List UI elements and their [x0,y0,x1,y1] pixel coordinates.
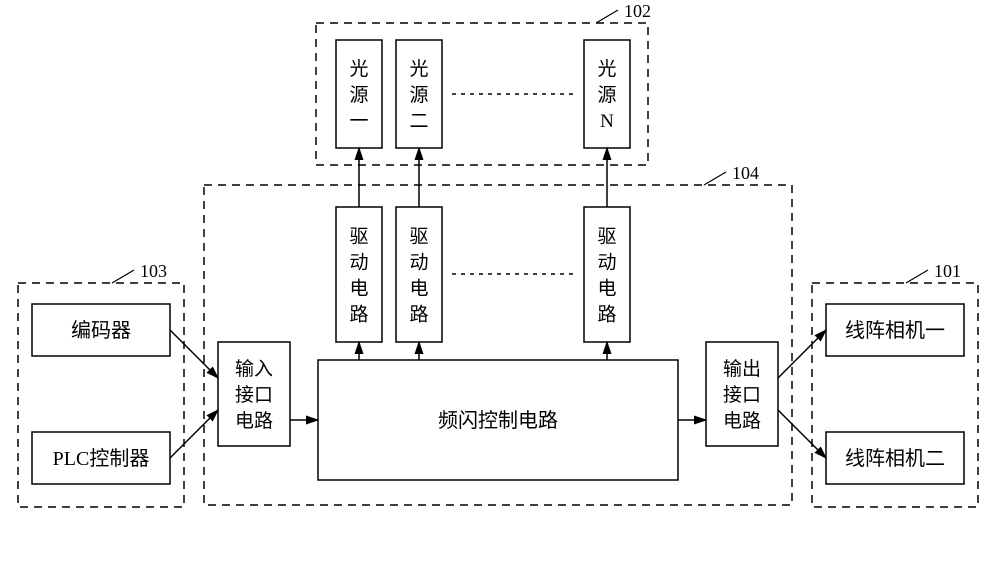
light-2-label: 源 [409,84,428,106]
input-interface-label: 输入 [235,358,273,380]
driver-2-label: 动 [409,252,428,274]
ref-leader-102 [596,10,618,23]
encoder-box-label: 编码器 [71,319,131,342]
ref-leader-104 [704,172,726,185]
arrow-out_to_c1 [778,330,826,378]
ref-number-102: 102 [624,1,651,21]
driver-1-label: 驱 [349,226,368,248]
driver-n-label: 驱 [597,226,616,248]
arrow-plc_to_in [170,410,218,458]
driver-1-label: 路 [349,304,368,326]
camera-2-label: 线阵相机二 [845,447,945,470]
ref-leader-103 [112,270,134,283]
ref-leader-101 [906,270,928,283]
strobe-control-label: 频闪控制电路 [438,409,558,432]
driver-n-label: 电 [597,278,616,300]
output-interface-label: 电路 [723,410,761,432]
light-1-label: 光 [349,58,368,80]
light-1-label: 一 [349,111,368,132]
camera-1-label: 线阵相机一 [845,319,945,342]
ref-number-104: 104 [732,163,759,183]
arrow-out_to_c2 [778,410,826,458]
driver-1-label: 电 [349,278,368,300]
input-interface-label: 接口 [235,384,273,406]
plc-box-label: PLC控制器 [53,447,150,470]
driver-n-label: 动 [597,252,616,274]
output-interface-label: 输出 [723,358,761,380]
light-n-label: 源 [597,84,616,106]
driver-1-label: 动 [349,252,368,274]
light-n-label: 光 [597,58,616,80]
driver-n-label: 路 [597,304,616,326]
driver-2-label: 电 [409,278,428,300]
driver-2-label: 路 [409,304,428,326]
driver-2-label: 驱 [409,226,428,248]
arrow-enc_to_in [170,330,218,378]
light-2-label: 光 [409,58,428,80]
input-interface-label: 电路 [235,410,273,432]
light-1-label: 源 [349,84,368,106]
light-n-label: N [600,111,614,132]
ref-number-101: 101 [934,261,961,281]
output-interface-label: 接口 [723,384,761,406]
light-2-label: 二 [409,111,428,132]
ref-number-103: 103 [140,261,167,281]
